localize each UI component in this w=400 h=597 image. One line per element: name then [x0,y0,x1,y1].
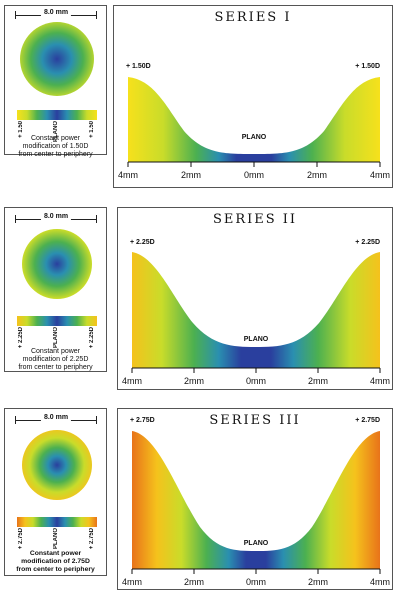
x-tick-label: 4mm [118,170,138,180]
dimension-tick-left [15,416,16,424]
x-tick-label: 4mm [122,376,142,386]
dimension-tick-left [15,215,16,223]
series-1-profile-chart: PLANO 4mm 2mm 0mm 2mm 4mm [118,77,390,180]
series-3-diameter-indicator: 8.0 mm [15,414,97,426]
series-2-lens-map [22,229,92,299]
x-tick-label: 0mm [244,170,264,180]
edge-power-label-right: + 2.75D [355,417,380,424]
series-1-lens-panel: 8.0 mm + 1.50 PLANO + 1.50 Constant powe… [4,5,107,158]
diameter-label: 8.0 mm [40,213,72,220]
edge-power-label-right: + 2.25D [355,239,380,246]
x-tick-label: 2mm [181,170,201,180]
series-2-title: SERIES II [212,212,298,227]
x-tick-label: 0mm [246,577,266,587]
x-tick-label: 4mm [122,577,142,587]
x-axis-ticks [131,368,381,373]
scale-label-right: + 2.75D [89,528,95,550]
series-3-lens-map [22,430,92,500]
series-1-diameter-indicator: 8.0 mm [15,9,97,21]
series-3-power-scale-bar [17,517,97,527]
dimension-tick-right [96,416,97,424]
x-axis-ticks [131,569,381,574]
plano-label: PLANO [244,336,269,343]
series-1-power-scale-bar [17,110,97,120]
series-1-title: SERIES I [214,10,292,25]
dimension-tick-left [15,11,16,19]
x-tick-label: 2mm [307,170,327,180]
edge-power-label-left: + 2.25D [130,239,155,246]
edge-power-label-left: + 1.50D [126,63,151,70]
x-tick-label: 4mm [370,170,390,180]
x-tick-label: 2mm [308,376,328,386]
series-1-description: Constant power modification of 1.50D fro… [18,135,93,158]
series-3-description: Constant power modification of 2.75D fro… [16,550,95,573]
series-2-power-profile [132,252,380,368]
diameter-label: 8.0 mm [40,9,72,16]
series-1-lens-map [20,22,94,96]
series-3-title: SERIES III [209,413,301,428]
plano-label: PLANO [242,134,267,141]
plano-label: PLANO [244,540,269,547]
series-3-power-profile [132,431,380,569]
series-2-profile-chart: PLANO 4mm 2mm 0mm 2mm 4mm [122,252,390,386]
x-axis-ticks [127,162,381,167]
x-tick-label: 0mm [246,376,266,386]
dimension-tick-right [96,11,97,19]
scale-label-center: PLANO [53,327,59,348]
series-2-description: Constant power modification of 2.25D fro… [18,348,93,371]
edge-power-label-right: + 1.50D [355,63,380,70]
series-2-power-scale-bar [17,316,97,326]
x-tick-label: 2mm [184,376,204,386]
x-tick-label: 4mm [370,577,390,587]
x-tick-label: 4mm [370,376,390,386]
scale-label-left: + 2.75D [18,528,24,550]
series-2-diameter-indicator: 8.0 mm [15,213,97,225]
series-1-power-profile [128,77,380,162]
diameter-label: 8.0 mm [40,414,72,421]
x-tick-label: 2mm [184,577,204,587]
dimension-tick-right [96,215,97,223]
x-tick-label: 2mm [308,577,328,587]
series-1-profile-panel: SERIES I + 1.50D + 1.50D PLANO 4mm 2mm 0… [113,5,393,188]
scale-label-right: + 2.25D [89,327,95,349]
series-2-profile-panel: SERIES II + 2.25D + 2.25D PLANO 4mm 2mm … [117,207,393,390]
edge-power-label-left: + 2.75D [130,417,155,424]
series-3-profile-chart: PLANO 4mm 2mm 0mm 2mm 4mm [122,431,390,587]
scale-label-left: + 2.25D [18,327,24,349]
series-2-lens-panel: 8.0 mm + 2.25D PLANO + 2.25D Constant po… [4,207,107,372]
scale-label-center: PLANO [53,528,59,549]
series-3-profile-panel: SERIES III + 2.75D + 2.75D PLANO 4mm 2mm… [117,408,393,590]
series-3-lens-panel: 8.0 mm + 2.75D PLANO + 2.75D Constant po… [4,408,107,576]
